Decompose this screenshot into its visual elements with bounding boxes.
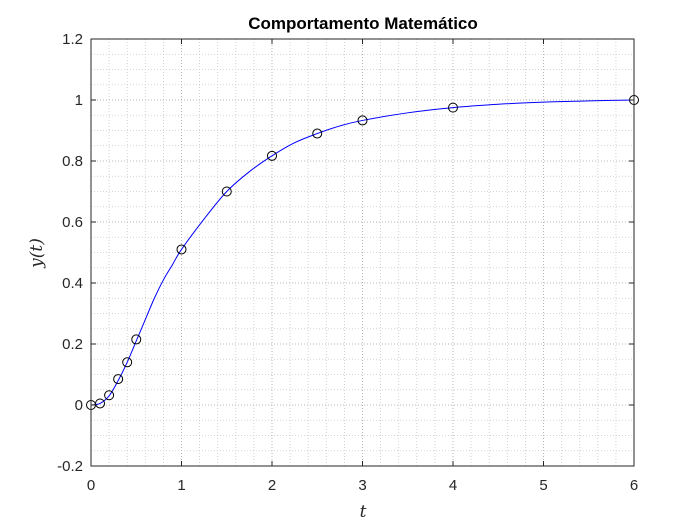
data-point-marker [312, 128, 323, 139]
chart-title: Comportamento Matemático [248, 14, 478, 33]
y-tick-label: 1.2 [62, 31, 83, 48]
x-tick-label: 0 [87, 477, 95, 494]
x-tick-label: 1 [177, 477, 185, 494]
data-point-marker [95, 398, 106, 409]
data-point-marker [131, 334, 142, 345]
grid [90, 38, 635, 467]
y-tick-label: 1 [75, 92, 83, 109]
data-point-marker [267, 150, 277, 161]
data-point-marker [221, 186, 232, 197]
data-point-marker [448, 102, 458, 113]
curve-layer [90, 99, 635, 406]
ticks: 0 1 2 3 4 5 6-0.200.20.40.60.811.2 [57, 31, 638, 494]
x-tick-label: 2 [268, 477, 276, 494]
marker-layer [86, 95, 639, 410]
x-tick-label: 4 [449, 477, 457, 494]
x-tick-label: 6 [630, 477, 638, 494]
y-tick-label: 0 [75, 397, 83, 414]
y-tick-label: 0.2 [62, 336, 83, 353]
data-point-marker [113, 374, 124, 385]
y-tick-label: 0.6 [62, 214, 83, 231]
y-tick-label: -0.2 [57, 458, 83, 475]
y-tick-label: 0.8 [62, 153, 83, 170]
data-point-marker [176, 244, 187, 255]
y-tick-label: 0.4 [62, 275, 83, 292]
x-axis-label: t [360, 502, 367, 522]
data-point-marker [357, 115, 368, 126]
response-curve [90, 99, 635, 406]
y-axis-label: y(t) [27, 238, 47, 269]
data-point-marker [104, 390, 115, 401]
x-tick-label: 3 [358, 477, 366, 494]
x-tick-label: 5 [539, 477, 547, 494]
data-point-marker [122, 357, 133, 368]
